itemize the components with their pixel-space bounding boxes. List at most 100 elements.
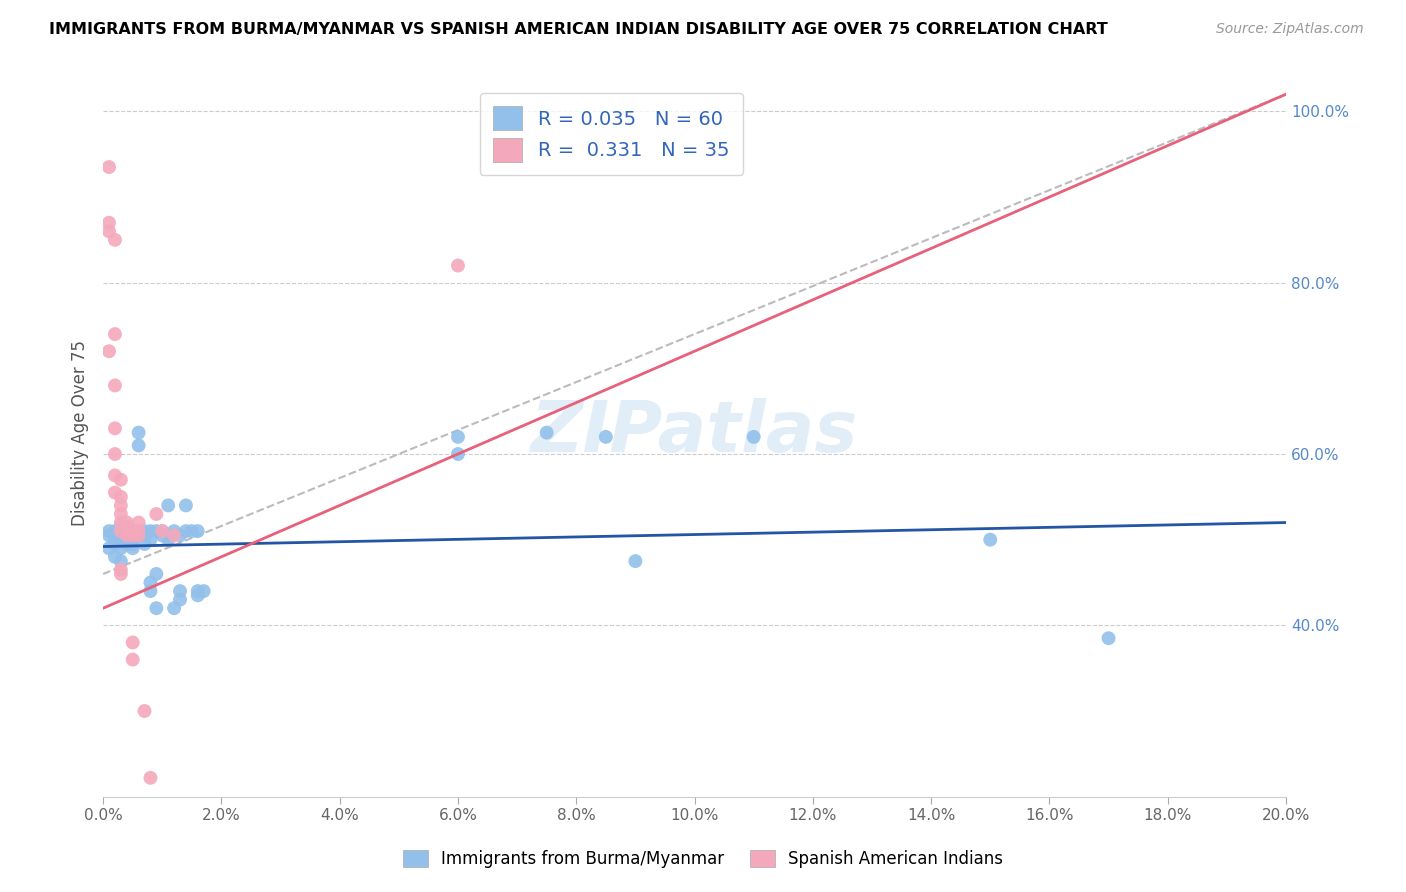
Point [110, 499, 132, 513]
Point [110, 563, 132, 577]
Point [104, 549, 127, 564]
Point [128, 425, 150, 440]
Point [157, 533, 180, 547]
Point [110, 554, 132, 568]
Point [447, 259, 470, 273]
Point [98, 524, 121, 538]
Point [121, 533, 143, 547]
Point [98, 528, 121, 542]
Point [187, 524, 209, 538]
Point [447, 447, 470, 461]
Point [139, 575, 162, 590]
Point [624, 554, 647, 568]
Point [128, 524, 150, 538]
Point [115, 520, 138, 534]
Point [157, 499, 180, 513]
Point [115, 537, 138, 551]
Point [174, 524, 197, 538]
Point [163, 528, 186, 542]
Point [139, 584, 162, 599]
Point [121, 635, 143, 649]
Point [115, 528, 138, 542]
Point [115, 528, 138, 542]
Point [110, 507, 132, 521]
Point [595, 430, 617, 444]
Point [128, 516, 150, 530]
Point [134, 537, 156, 551]
Point [115, 524, 138, 538]
Point [979, 533, 1001, 547]
Point [104, 327, 127, 342]
Point [536, 425, 558, 440]
Point [121, 652, 143, 666]
Point [1097, 631, 1119, 645]
Point [157, 528, 180, 542]
Point [110, 528, 132, 542]
Point [187, 584, 209, 599]
Point [150, 524, 173, 538]
Point [150, 524, 173, 538]
Point [115, 533, 138, 547]
Point [98, 160, 121, 174]
Point [163, 601, 186, 615]
Point [134, 528, 156, 542]
Point [139, 771, 162, 785]
Point [121, 524, 143, 538]
Point [134, 524, 156, 538]
Point [104, 378, 127, 392]
Point [180, 524, 202, 538]
Y-axis label: Disability Age Over 75: Disability Age Over 75 [72, 340, 89, 525]
Point [145, 524, 167, 538]
Point [134, 704, 156, 718]
Point [110, 566, 132, 581]
Text: ZIPatlas: ZIPatlas [531, 398, 858, 467]
Text: IMMIGRANTS FROM BURMA/MYANMAR VS SPANISH AMERICAN INDIAN DISABILITY AGE OVER 75 : IMMIGRANTS FROM BURMA/MYANMAR VS SPANISH… [49, 22, 1108, 37]
Point [169, 528, 191, 542]
Point [128, 524, 150, 538]
Point [121, 541, 143, 556]
Point [121, 524, 143, 538]
Point [193, 584, 215, 599]
Point [98, 541, 121, 556]
Point [104, 537, 127, 551]
Point [104, 468, 127, 483]
Point [104, 421, 127, 435]
Legend: Immigrants from Burma/Myanmar, Spanish American Indians: Immigrants from Burma/Myanmar, Spanish A… [396, 843, 1010, 875]
Point [145, 507, 167, 521]
Point [150, 528, 173, 542]
Point [121, 537, 143, 551]
Point [163, 524, 186, 538]
Point [447, 430, 470, 444]
Point [110, 520, 132, 534]
Point [110, 524, 132, 538]
Text: Source: ZipAtlas.com: Source: ZipAtlas.com [1216, 22, 1364, 37]
Point [98, 216, 121, 230]
Point [742, 430, 765, 444]
Point [110, 490, 132, 504]
Point [139, 533, 162, 547]
Point [115, 516, 138, 530]
Point [110, 516, 132, 530]
Point [169, 592, 191, 607]
Point [128, 528, 150, 542]
Point [121, 528, 143, 542]
Point [139, 524, 162, 538]
Point [110, 541, 132, 556]
Point [110, 473, 132, 487]
Point [110, 524, 132, 538]
Point [104, 485, 127, 500]
Point [104, 524, 127, 538]
Point [104, 447, 127, 461]
Point [128, 528, 150, 542]
Point [128, 438, 150, 452]
Point [104, 533, 127, 547]
Point [104, 233, 127, 247]
Point [169, 584, 191, 599]
Legend: R = 0.035   N = 60, R =  0.331   N = 35: R = 0.035 N = 60, R = 0.331 N = 35 [479, 93, 742, 175]
Point [98, 344, 121, 359]
Point [187, 588, 209, 602]
Point [174, 499, 197, 513]
Point [145, 566, 167, 581]
Point [145, 601, 167, 615]
Point [98, 224, 121, 238]
